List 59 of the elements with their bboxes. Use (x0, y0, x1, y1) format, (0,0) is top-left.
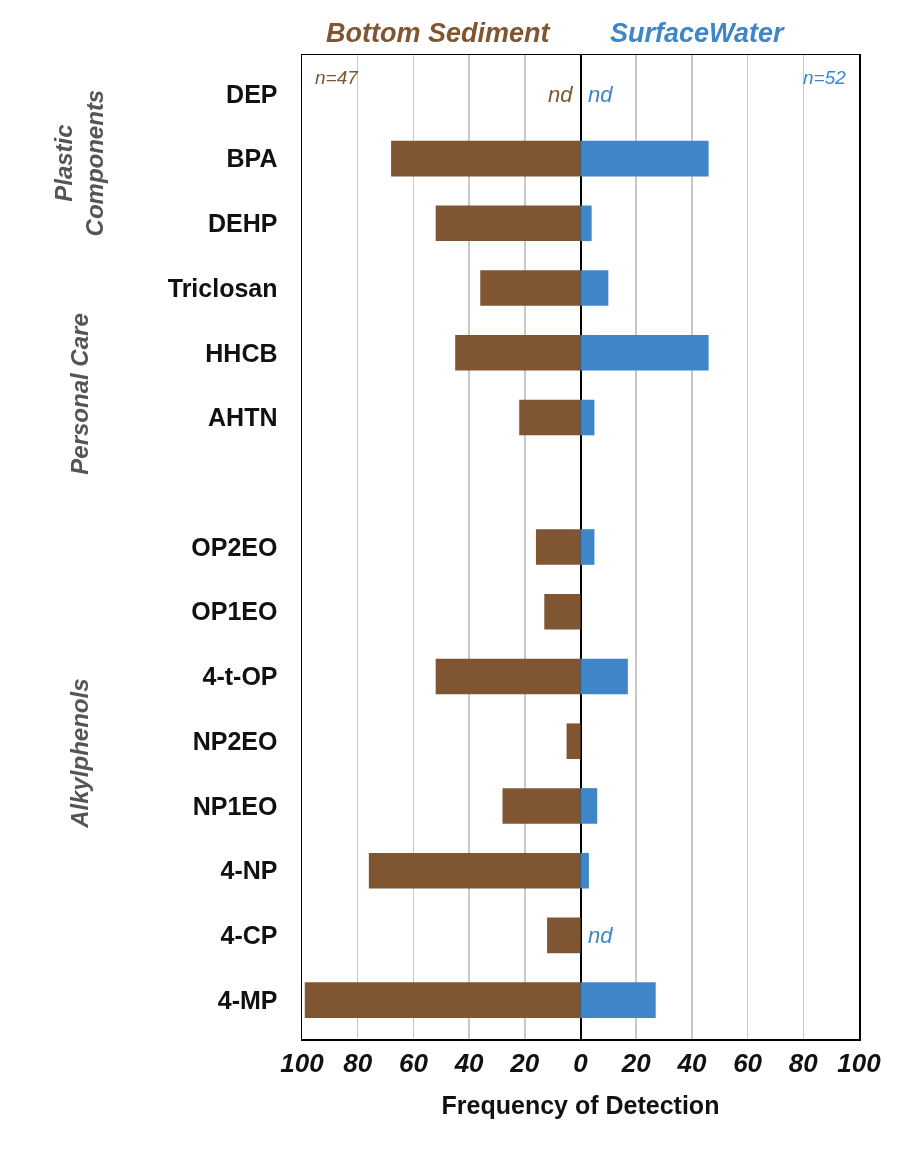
text: Personal Care (65, 313, 93, 475)
annotation: nd (588, 923, 614, 948)
bar (544, 593, 581, 630)
text: Alkylphenols (65, 678, 93, 829)
annotation: n=47 (315, 67, 360, 88)
x-tick-label: 0 (573, 1047, 589, 1078)
bar (368, 852, 581, 889)
y-tick-label: 4-CP (220, 921, 278, 950)
bar (547, 917, 581, 954)
bar (580, 852, 589, 889)
bar (435, 658, 581, 695)
x-tick-label: 60 (398, 1047, 429, 1078)
bar (580, 658, 628, 695)
y-tick-label: NP1EO (192, 791, 278, 820)
bar (580, 270, 609, 306)
bar (580, 982, 656, 1018)
bar (535, 529, 581, 565)
x-tick-label: 60 (733, 1047, 763, 1078)
bar (519, 399, 581, 436)
text: Plastic Components (49, 89, 109, 237)
bar (580, 529, 595, 565)
x-tick-label: 40 (676, 1047, 707, 1078)
bar (580, 140, 709, 177)
y-tick-label: OP1EO (191, 597, 278, 626)
x-tick-label: 40 (453, 1047, 485, 1078)
bar (502, 788, 581, 824)
bar (435, 205, 581, 242)
annotation: nd (588, 82, 614, 107)
bar (580, 788, 598, 824)
y-tick-label: 4-NP (220, 856, 278, 885)
x-tick-label: 100 (837, 1047, 882, 1078)
y-tick-label: AHTN (208, 403, 278, 432)
x-axis-title: Frequency of Detection (441, 1091, 720, 1120)
bar (580, 334, 709, 371)
y-tick-label: OP2EO (191, 532, 278, 561)
bar (580, 205, 592, 242)
y-tick-label: NP2EO (192, 726, 278, 755)
x-tick-label: 80 (343, 1047, 373, 1078)
bar (455, 334, 581, 371)
bar (480, 270, 581, 306)
y-tick-label: BPA (226, 144, 278, 173)
annotation: n=52 (803, 67, 847, 88)
annotation: nd (548, 82, 574, 107)
y-tick-label: DEP (226, 79, 278, 108)
bar (304, 982, 581, 1018)
bar (391, 140, 581, 177)
bar (580, 399, 595, 436)
x-tick-label: 20 (509, 1047, 540, 1078)
text: Bottom Sediment (326, 18, 551, 48)
text: SurfaceWater (610, 18, 786, 48)
y-tick-label: Triclosan (167, 273, 278, 302)
y-tick-label: HHCB (205, 338, 278, 367)
bar (566, 723, 581, 760)
y-tick-label: DEHP (208, 209, 278, 238)
x-tick-label: 100 (280, 1047, 325, 1078)
x-tick-label: 20 (620, 1047, 652, 1078)
y-tick-label: 4-MP (217, 985, 278, 1014)
y-tick-label: 4-t-OP (202, 662, 278, 691)
x-tick-label: 80 (788, 1047, 819, 1078)
